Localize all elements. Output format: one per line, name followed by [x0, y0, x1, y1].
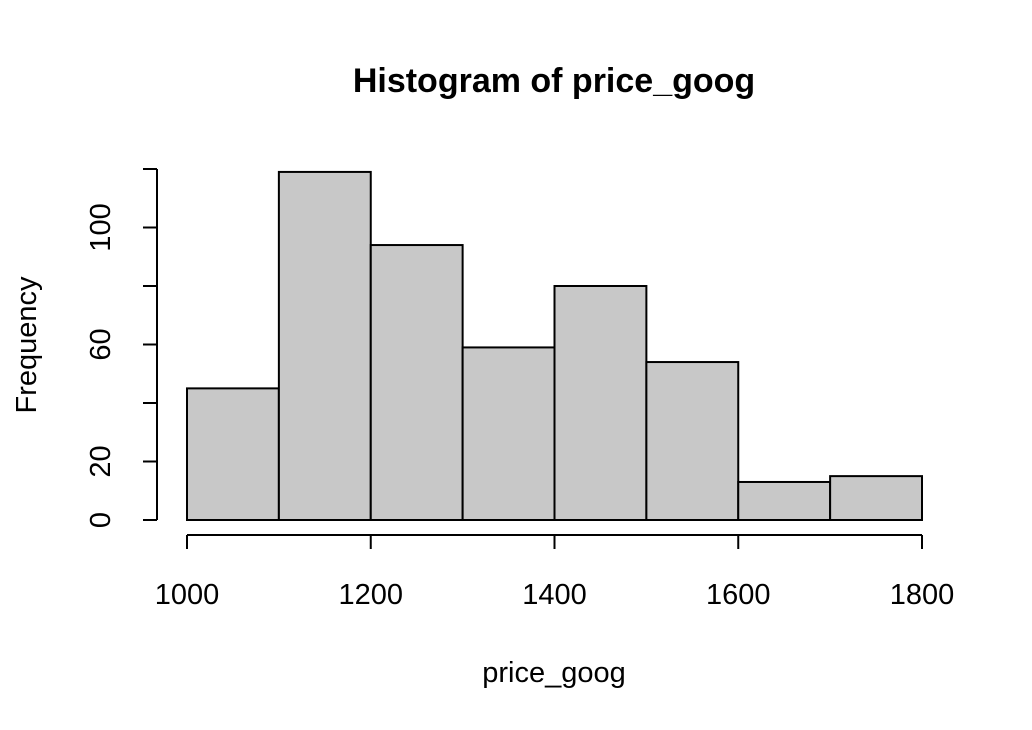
histogram-bar-4	[553, 285, 648, 521]
bars	[186, 170, 923, 522]
y-tick-label-60: 60	[85, 328, 117, 360]
y-axis-label: Frequency	[11, 276, 43, 414]
y-axis: 0 20 60 100	[85, 168, 158, 528]
y-tick-label-100: 100	[85, 203, 117, 251]
y-tick-label-0: 0	[85, 512, 117, 528]
histogram-bar-7	[829, 475, 923, 521]
y-tick-label-20: 20	[85, 445, 117, 477]
x-axis: 1000 1200 1400 1600 1800	[155, 534, 955, 611]
x-axis-label: price_goog	[482, 657, 626, 689]
x-tick-label-1800: 1800	[890, 579, 955, 611]
histogram-bar-0	[186, 387, 280, 521]
histogram-bar-6	[737, 480, 832, 522]
x-tick-label-1400: 1400	[522, 579, 587, 611]
histogram-bar-1	[277, 170, 372, 522]
x-tick-label-1000: 1000	[155, 579, 220, 611]
histogram-bar-2	[369, 244, 464, 522]
histogram-bar-3	[461, 346, 556, 521]
x-tick-label-1600: 1600	[706, 579, 771, 611]
histogram-bar-5	[645, 361, 740, 521]
chart-title: Histogram of price_goog	[353, 62, 755, 100]
x-tick-label-1200: 1200	[338, 579, 403, 611]
